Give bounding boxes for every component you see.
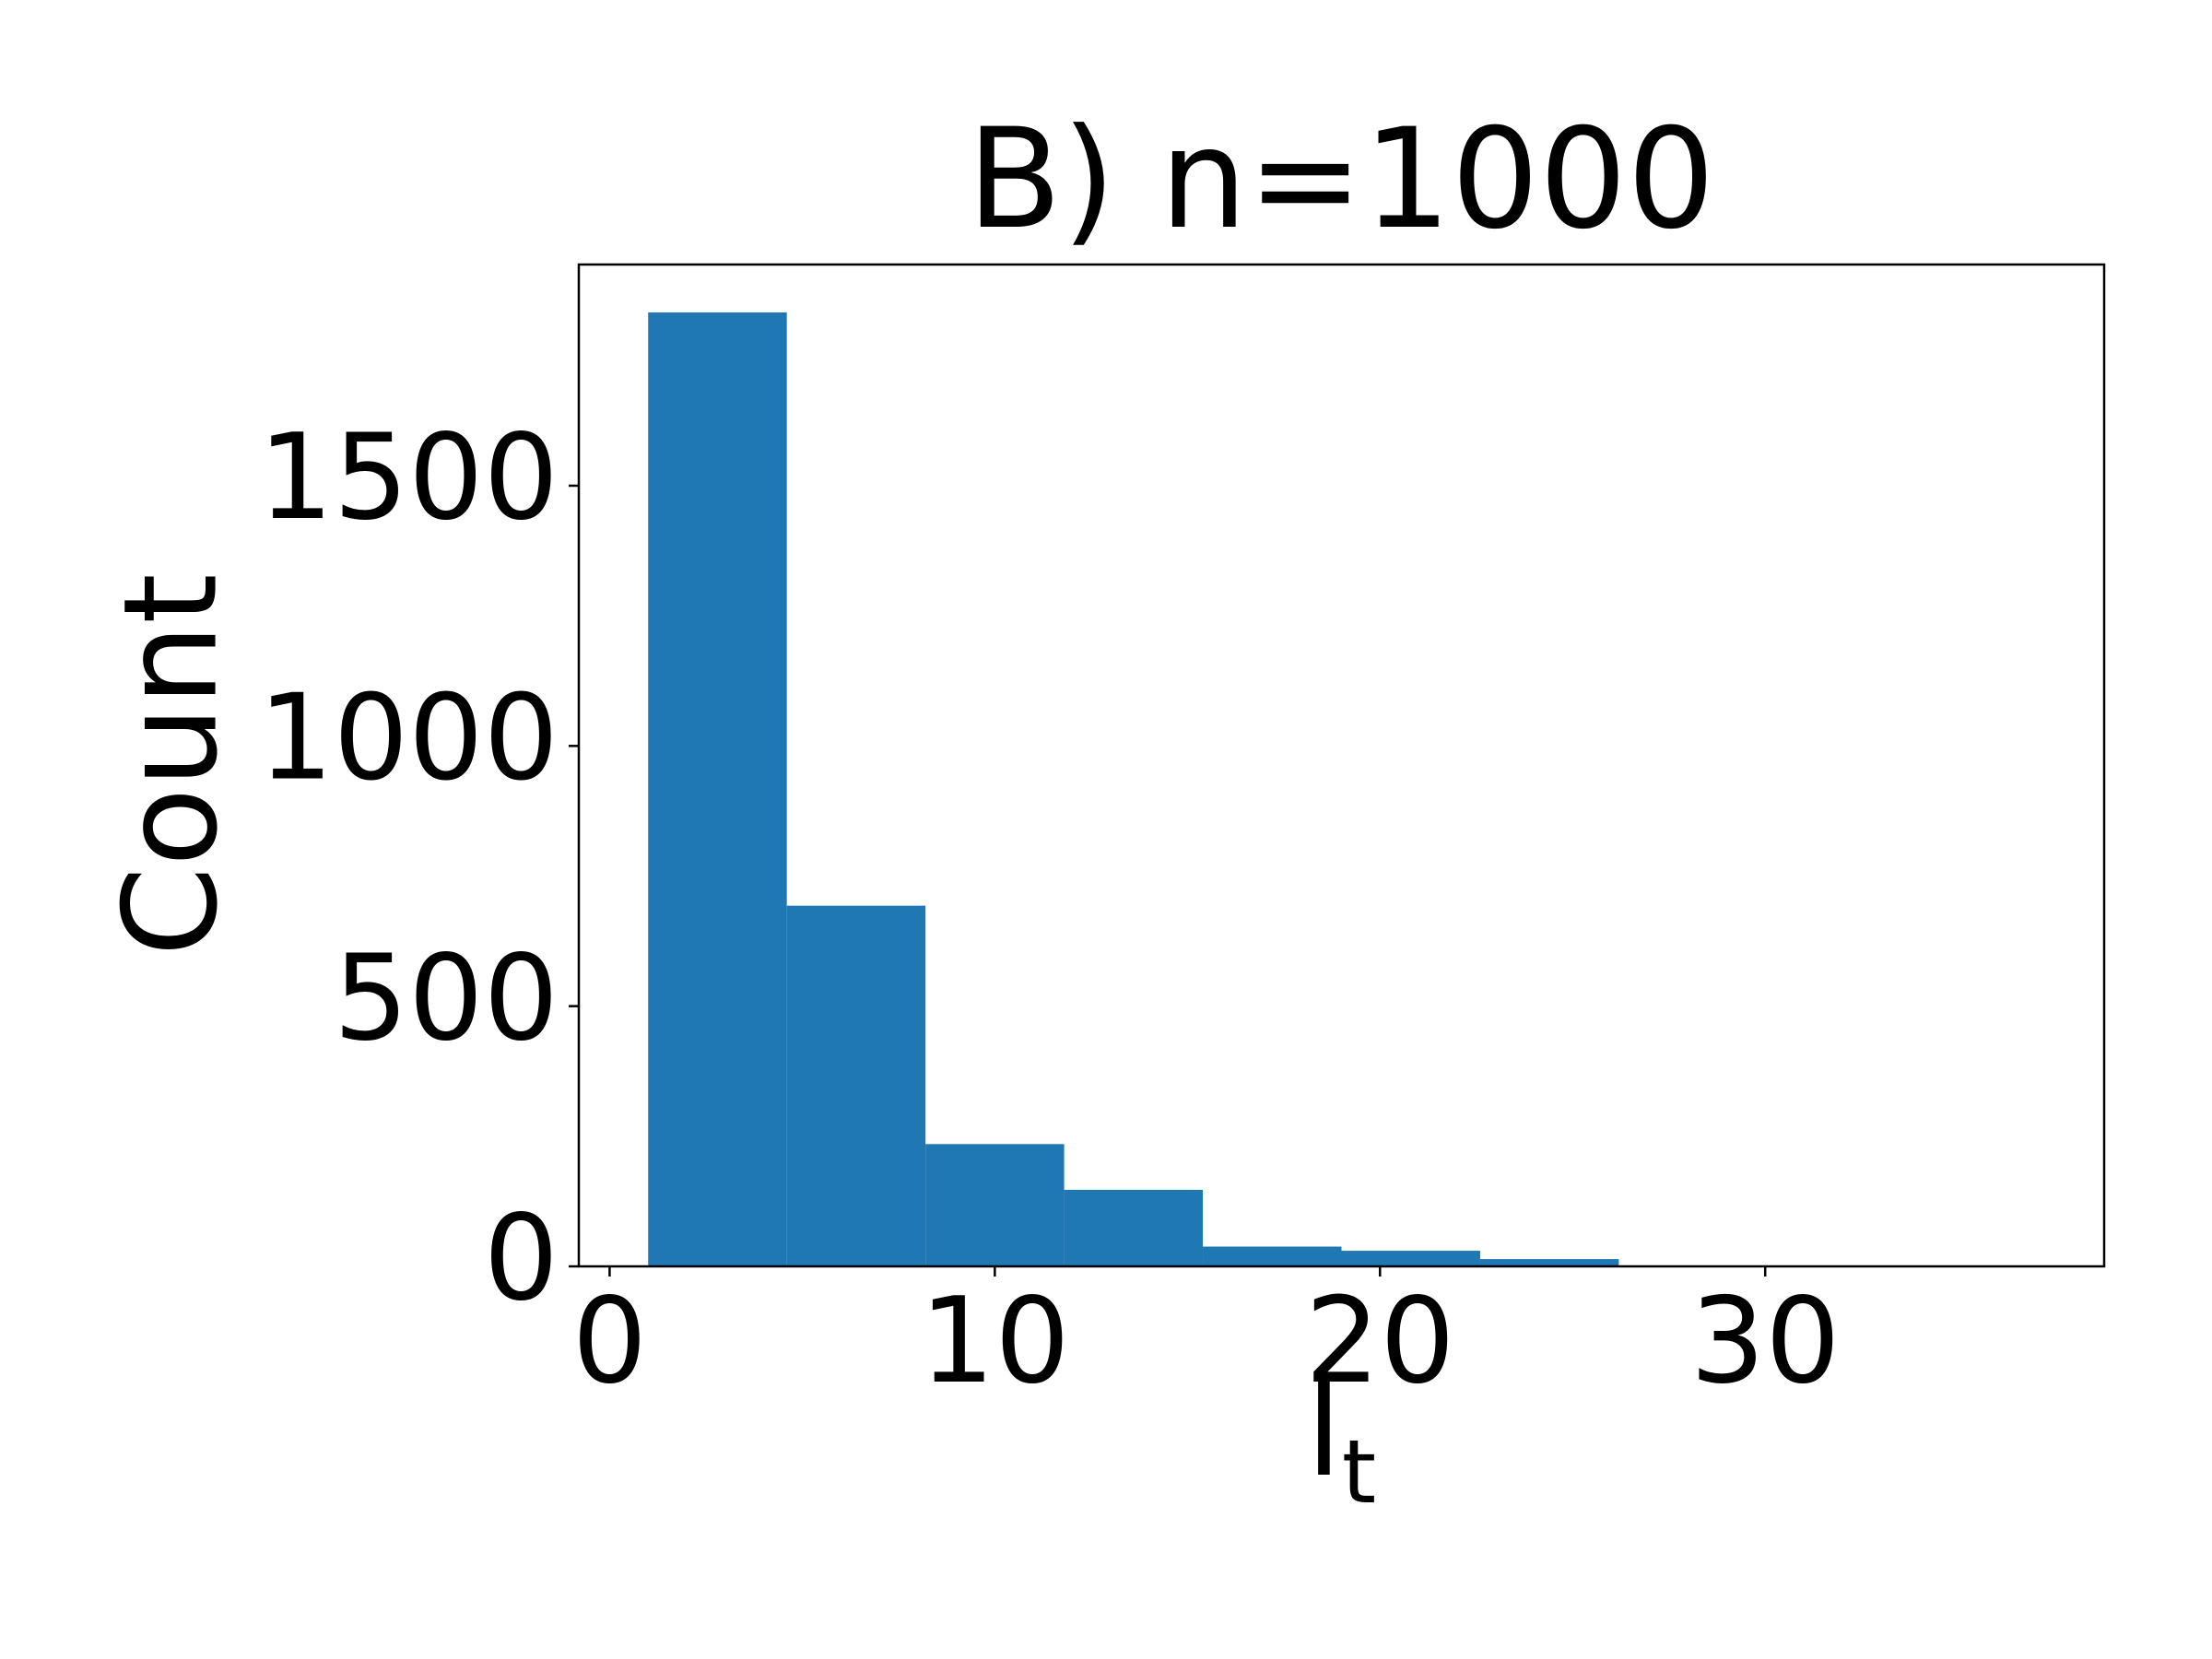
y-tick-label: 1500 bbox=[258, 409, 559, 547]
bar bbox=[1203, 1246, 1342, 1266]
plot-frame bbox=[577, 263, 2106, 1268]
x-tick-label: 10 bbox=[920, 1273, 1070, 1410]
x-axis-label-main: l bbox=[1306, 1356, 1342, 1506]
bar bbox=[925, 1144, 1065, 1266]
x-axis-label: lt bbox=[1306, 1356, 1376, 1524]
x-tick-label: 30 bbox=[1690, 1273, 1841, 1410]
x-tick-label: 20 bbox=[1305, 1273, 1455, 1410]
x-axis-label-subscript: t bbox=[1342, 1422, 1376, 1524]
bar bbox=[1341, 1251, 1480, 1266]
bar bbox=[1479, 1259, 1619, 1266]
y-tick-label: 1000 bbox=[258, 669, 559, 806]
y-tick-label: 0 bbox=[484, 1190, 559, 1327]
y-axis-label: Count bbox=[97, 573, 247, 957]
bar bbox=[1064, 1189, 1204, 1266]
bar bbox=[786, 905, 926, 1266]
chart-title: B) n=1000 bbox=[967, 100, 1715, 260]
y-tick-label: 500 bbox=[334, 930, 559, 1067]
x-tick-label: 0 bbox=[572, 1273, 647, 1410]
bar bbox=[648, 312, 787, 1266]
